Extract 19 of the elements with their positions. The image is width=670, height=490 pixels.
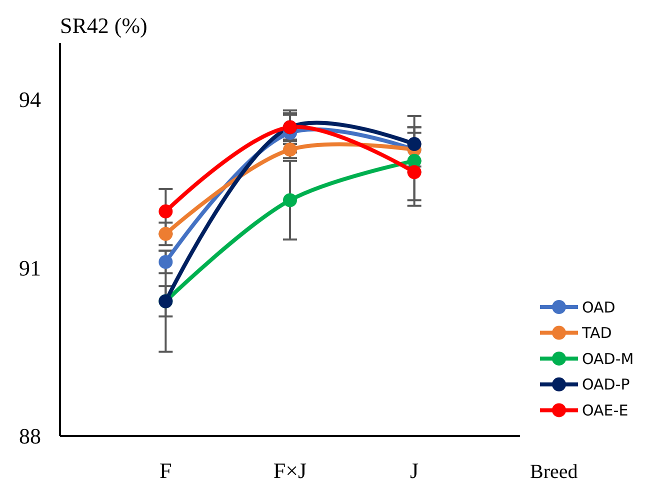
point — [158, 204, 173, 218]
x-tick-label: F×J — [273, 458, 308, 483]
y-axis-title: SR42 (%) — [60, 13, 148, 38]
legend-label: OAD — [582, 298, 616, 316]
x-axis-title: Breed — [530, 461, 578, 483]
y-tick-label: 94 — [19, 86, 41, 112]
legend-label: OAE-E — [582, 401, 628, 420]
point — [407, 165, 422, 180]
point — [158, 226, 173, 241]
x-tick-label: J — [410, 458, 420, 483]
legend-label: TAD — [581, 324, 612, 342]
y-tick-label: 88 — [19, 424, 41, 449]
legend-label: OAD-P — [582, 376, 630, 394]
legend-label: OAD-M — [582, 350, 634, 368]
point — [158, 254, 173, 269]
point — [407, 137, 422, 152]
y-tick-label: 91 — [19, 255, 41, 280]
x-tick-label: F — [160, 458, 172, 483]
point — [283, 193, 297, 208]
